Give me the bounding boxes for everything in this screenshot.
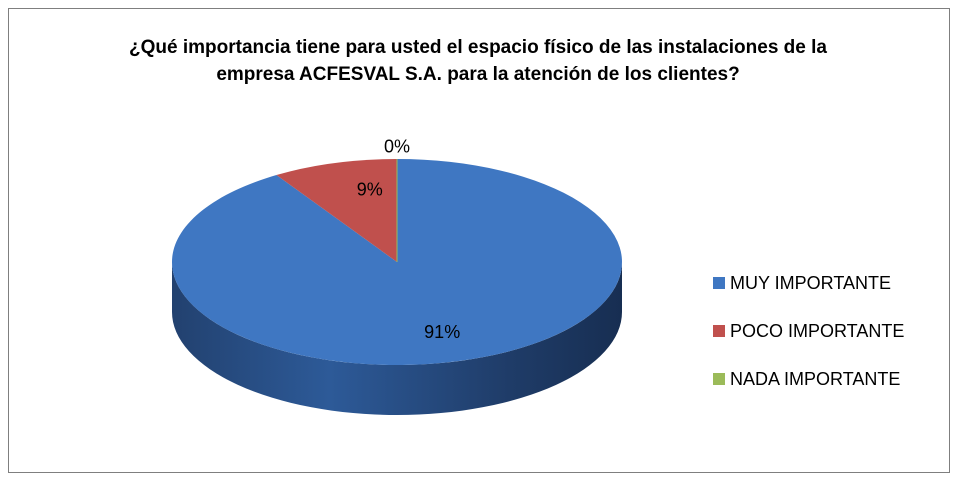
legend-label: MUY IMPORTANTE	[730, 273, 891, 293]
data-label: 91%	[424, 322, 460, 342]
pie-side	[172, 262, 622, 415]
chart-title: ¿Qué importancia tiene para usted el esp…	[129, 37, 827, 85]
data-label: 0%	[384, 136, 410, 156]
legend-swatch	[713, 373, 725, 385]
legend-label: POCO IMPORTANTE	[730, 321, 904, 341]
data-label: 9%	[357, 180, 383, 200]
pie-slice	[276, 159, 397, 262]
legend-label: NADA IMPORTANTE	[730, 369, 900, 389]
legend-swatch	[713, 325, 725, 337]
legend-swatch	[713, 277, 725, 289]
